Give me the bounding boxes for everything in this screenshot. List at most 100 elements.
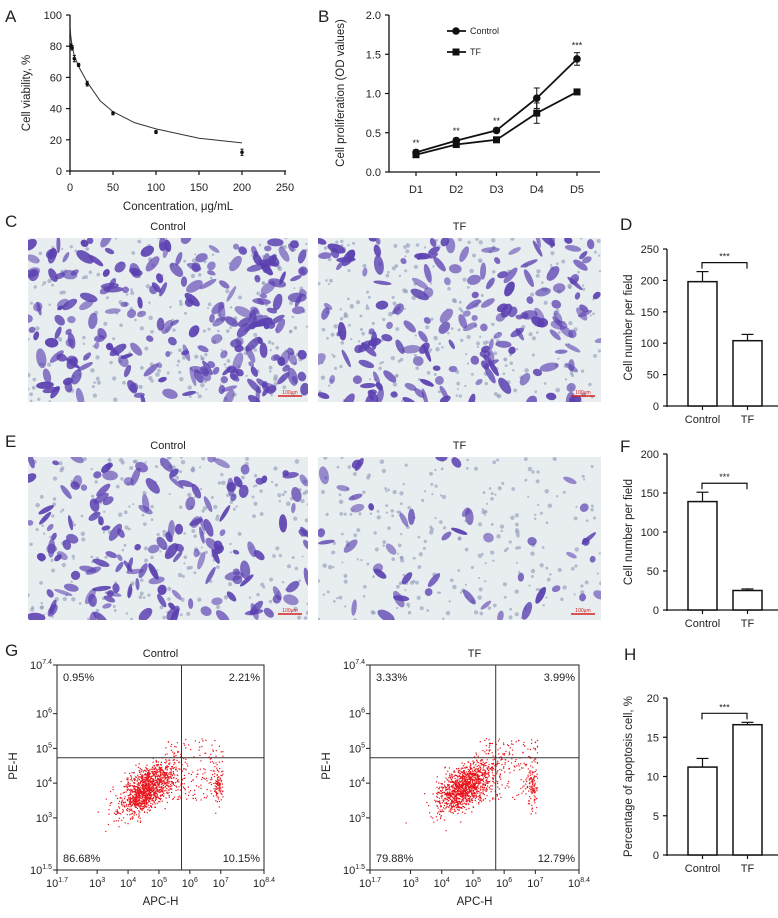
flow-event <box>172 767 174 770</box>
pore <box>387 270 390 274</box>
flow-event <box>153 773 155 775</box>
flow-event <box>474 788 477 791</box>
flow-event <box>127 785 129 787</box>
cell <box>256 298 265 306</box>
flow-event <box>155 790 157 792</box>
flow-event <box>155 784 157 786</box>
pore <box>95 355 100 360</box>
cell <box>169 476 184 489</box>
flow-event <box>457 797 459 799</box>
pore <box>220 348 223 351</box>
pore <box>130 290 135 296</box>
flow-event <box>530 765 532 767</box>
flow-event <box>146 772 148 775</box>
flow-event <box>158 766 160 768</box>
pore <box>140 366 144 370</box>
flow-event <box>146 785 148 787</box>
flow-event <box>180 756 182 758</box>
cell <box>235 369 244 377</box>
pore <box>543 300 548 305</box>
pore <box>256 291 261 296</box>
flow-event <box>483 784 485 786</box>
flow-event <box>152 772 154 775</box>
pore <box>252 485 256 488</box>
flow-event <box>458 793 460 795</box>
pore <box>361 331 366 336</box>
flow-event <box>117 812 120 814</box>
flow-event <box>449 798 451 800</box>
pore <box>536 269 541 274</box>
flow-event <box>506 785 508 787</box>
flow-event <box>212 774 214 776</box>
flow-event <box>163 795 165 797</box>
flow-event <box>533 777 535 779</box>
flow-event <box>456 806 458 809</box>
cell <box>546 266 560 281</box>
flow-event <box>139 808 142 810</box>
pore <box>180 460 186 465</box>
pore <box>491 322 495 327</box>
flow-event <box>203 777 205 779</box>
cell <box>115 561 124 573</box>
flow-event <box>485 779 488 781</box>
flow-event <box>447 785 449 787</box>
flow-event <box>454 780 457 782</box>
pore <box>391 295 395 300</box>
pore <box>415 366 420 371</box>
flow-event <box>454 790 456 792</box>
flow-event <box>498 738 500 740</box>
pore <box>143 546 148 551</box>
pore <box>469 268 474 274</box>
flow-event <box>161 777 164 779</box>
pore <box>228 582 233 587</box>
cell <box>233 476 243 488</box>
cell <box>96 483 111 497</box>
flow-event <box>151 775 153 777</box>
significance-bracket <box>701 262 748 269</box>
flow-event <box>529 770 531 772</box>
flow-event <box>477 795 479 798</box>
tick-exponent: 3 <box>48 812 52 819</box>
flow-event <box>159 794 161 797</box>
pore <box>473 610 479 615</box>
flow-event <box>522 767 524 769</box>
flow-event <box>138 798 140 800</box>
flow-event <box>528 800 530 803</box>
flow-event <box>470 798 472 801</box>
flow-event <box>443 810 445 813</box>
pore <box>434 484 438 488</box>
flow-event <box>474 772 476 775</box>
cell <box>277 372 290 385</box>
flow-event <box>162 782 164 785</box>
flow-event <box>171 775 174 777</box>
flow-event <box>522 752 524 754</box>
flow-event <box>466 773 468 776</box>
flow-event <box>518 765 520 767</box>
flow-event <box>183 783 185 785</box>
flow-event <box>446 798 449 800</box>
flow-event <box>112 786 114 788</box>
flow-event <box>148 795 150 797</box>
flow-event <box>137 766 140 768</box>
flow-event <box>145 786 147 789</box>
pore <box>534 513 537 516</box>
flow-event <box>116 797 119 800</box>
pore <box>549 263 553 267</box>
flow-event <box>465 782 467 784</box>
flow-event <box>141 780 143 782</box>
flow-event <box>142 801 144 803</box>
flow-event <box>152 787 154 789</box>
y-tick-label: 15 <box>647 732 659 744</box>
flow-event <box>456 785 458 787</box>
flow-event <box>528 779 530 781</box>
flow-event <box>464 795 466 797</box>
flow-event <box>155 779 157 781</box>
y-axis-label: Cell number per field <box>623 274 635 380</box>
pore <box>385 504 389 508</box>
pore <box>322 593 326 596</box>
flow-event <box>168 777 170 779</box>
cell <box>102 269 110 277</box>
pore <box>162 533 166 537</box>
flow-event <box>472 806 474 808</box>
flow-event <box>478 783 480 785</box>
